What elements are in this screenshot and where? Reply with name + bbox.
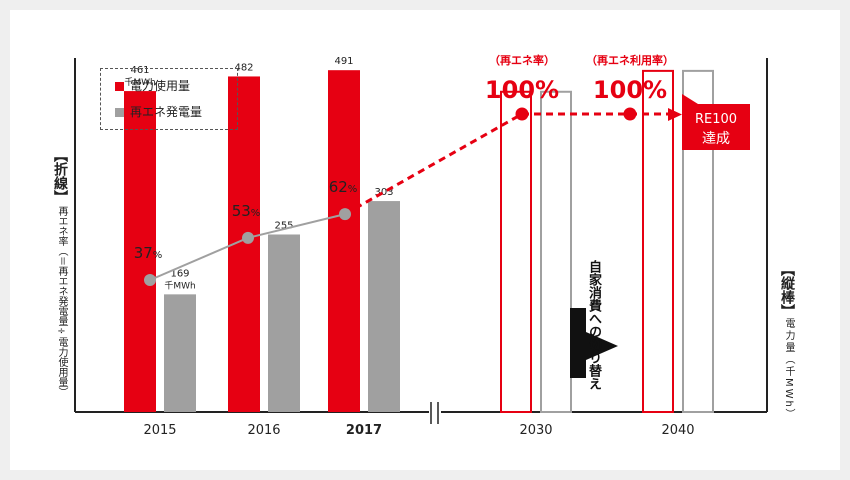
rate-unit-label: %: [153, 250, 163, 261]
re100-achieved-label: 達成: [702, 131, 730, 147]
rate-value-label: 100%: [485, 76, 559, 104]
bar-generation-2017: [368, 201, 400, 412]
rate-value-label: 37%: [134, 244, 163, 262]
bar-unit-label: 千MWh: [124, 77, 155, 88]
left-axis-label: 再エネ率（＝再エネ発電量÷電力使用量）: [56, 206, 67, 397]
legend-swatch-generation: [115, 108, 124, 117]
left-axis-bracket-title: 【折線】: [52, 148, 68, 204]
x-tick-label: 2015: [143, 423, 176, 438]
bar-usage-2040: [642, 69, 674, 414]
x-tick-label: 2016: [247, 423, 280, 438]
right-axis-bracket-title: 【縦棒】: [779, 262, 795, 318]
bar-usage-2015: [124, 91, 156, 413]
bar-generation-2016: [268, 234, 300, 412]
rate-caption: （再エネ利用率）: [586, 53, 674, 67]
bar-usage-2030: [500, 90, 532, 414]
switch-arrow-body: [570, 308, 586, 378]
right-axis-label: 電力量（千MWh）: [783, 318, 794, 421]
switch-note: 自家消費への切り替え: [586, 260, 601, 390]
x-tick-label: 2040: [661, 423, 694, 438]
rate-point-2016: [242, 231, 254, 244]
legend-label-generation: 再エネ発電量: [130, 105, 203, 119]
x-tick-label: 2017: [346, 423, 382, 438]
rate-line-segment: [149, 236, 249, 281]
bar-value-label: 482: [234, 62, 253, 73]
x-tick-label: 2030: [519, 423, 552, 438]
legend-item-generation: 再エネ発電量: [115, 103, 202, 120]
bar-value-label: 491: [334, 56, 353, 67]
bar-value-label: 255: [274, 220, 293, 231]
bar-unit-label: 千MWh: [164, 280, 195, 291]
bar-value-label: 169: [170, 268, 189, 279]
rate-projection-arrowhead: [668, 108, 682, 121]
rate-unit-label: %: [348, 184, 358, 195]
bar-value-label: 461: [130, 65, 149, 76]
re100-callout: [682, 104, 750, 150]
bar-generation-2030: [540, 90, 572, 414]
legend-label-usage: 電力使用量: [130, 79, 191, 93]
rate-point-2015: [144, 274, 156, 286]
rate-unit-label: %: [251, 208, 261, 219]
legend-swatch-usage: [115, 82, 124, 91]
bar-generation-2015: [164, 294, 196, 412]
rate-point-2017: [339, 208, 351, 221]
rate-projection-segment: [344, 112, 523, 216]
bar-usage-2017: [328, 70, 360, 412]
legend-item-usage: 電力使用量: [115, 77, 190, 94]
legend: 電力使用量 再エネ発電量: [100, 68, 238, 130]
re100-label: RE100: [695, 112, 737, 127]
rate-line-segment: [247, 213, 346, 239]
chart-frame: 461 千MWh 169 千MWh 2015 482 255 2016 491 303 2017 20…: [10, 10, 840, 470]
switch-arrow-head: [586, 332, 618, 360]
re100-callout-tab: [682, 94, 698, 104]
rate-value-label: 100%: [593, 76, 667, 104]
bar-value-label: 303: [374, 187, 393, 198]
rate-point-2030: [515, 107, 529, 121]
rate-caption: （再エネ率）: [489, 53, 555, 67]
rate-point-2040: [623, 107, 637, 121]
